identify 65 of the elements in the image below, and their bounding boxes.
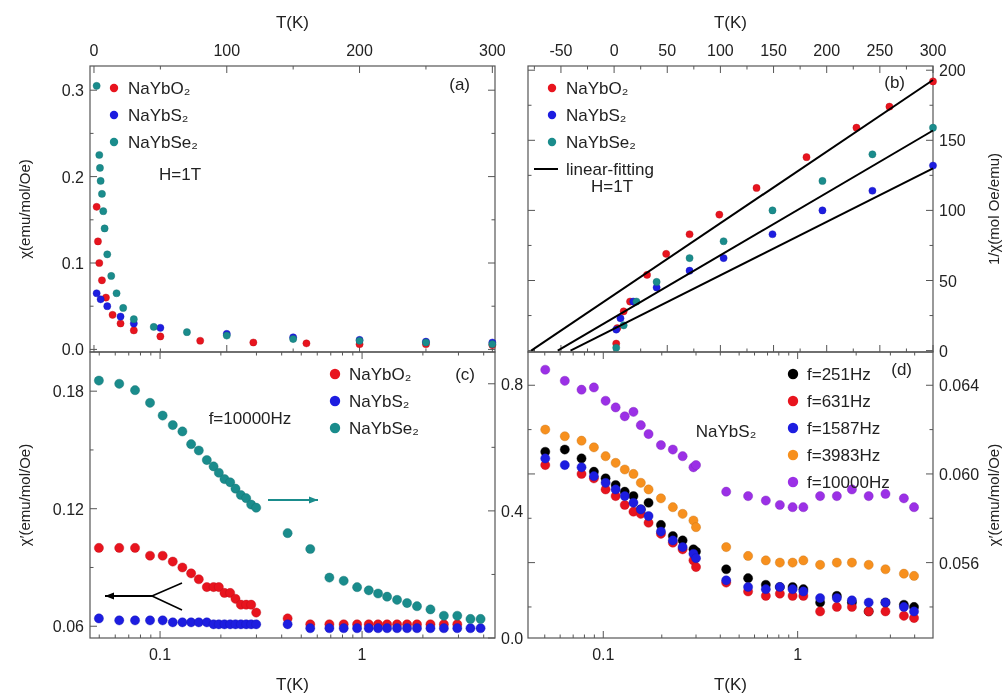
x-tick-label: 50 bbox=[658, 42, 677, 59]
x-tick-label: 0 bbox=[89, 42, 99, 59]
legend-label: NaYbO₂ bbox=[128, 79, 191, 98]
x-axis-title: T(K) bbox=[275, 13, 310, 32]
legend-label: NaYbS₂ bbox=[128, 106, 189, 125]
y-tick-label: 0.060 bbox=[939, 465, 980, 483]
legend-label: f=1587Hz bbox=[807, 419, 881, 438]
x-tick-label: 200 bbox=[813, 42, 841, 59]
x-axis-title: T(K) bbox=[275, 675, 310, 694]
legend-label: NaYbS₂ bbox=[566, 106, 627, 125]
x-tick-label: 0.1 bbox=[592, 646, 615, 663]
legend-label: NaYbO₂ bbox=[566, 79, 629, 98]
legend-label: NaYbSe₂ bbox=[566, 133, 636, 152]
x-axis-title: T(K) bbox=[713, 675, 748, 694]
y2-tick-label: 0.8 bbox=[501, 375, 524, 393]
y-tick-label: 50 bbox=[939, 272, 957, 290]
annotation: (d) bbox=[891, 360, 912, 379]
annotation: NaYbS₂ bbox=[695, 422, 757, 441]
x-tick-label: 300 bbox=[478, 42, 506, 59]
legend-label: linear-fitting bbox=[566, 160, 654, 179]
x-tick-label: 250 bbox=[866, 42, 894, 59]
x-tick-label: 0.1 bbox=[148, 646, 172, 663]
y-tick-label: 0.18 bbox=[52, 383, 85, 401]
x-tick-label: 0 bbox=[609, 42, 619, 59]
y-tick-label: 0.3 bbox=[61, 82, 85, 100]
annotation: (b) bbox=[884, 73, 905, 92]
x-tick-label: 200 bbox=[346, 42, 373, 59]
y-tick-label: 150 bbox=[939, 132, 966, 150]
legend-label: f=631Hz bbox=[807, 392, 871, 411]
y-tick-label: 100 bbox=[939, 202, 966, 220]
y-tick-label: 0 bbox=[939, 342, 948, 360]
annotation: H=1T bbox=[158, 165, 202, 184]
legend-label: NaYbO₂ bbox=[349, 365, 412, 384]
y-tick-label: 0.06 bbox=[52, 618, 85, 636]
y-tick-label: 0.1 bbox=[61, 255, 85, 272]
y-tick-label: 0.064 bbox=[939, 377, 980, 395]
x-tick-label: -50 bbox=[549, 42, 573, 59]
legend-label: f=10000Hz bbox=[807, 473, 890, 492]
x-tick-label: 1 bbox=[357, 646, 367, 663]
annotation: f=10000Hz bbox=[208, 409, 292, 428]
y2-tick-label: 0.4 bbox=[501, 502, 524, 520]
y-axis-title: χ′(emu/mol/Oe) bbox=[16, 443, 33, 547]
x-tick-label: 300 bbox=[919, 42, 947, 59]
x-tick-label: 100 bbox=[707, 42, 734, 59]
x-tick-label: 100 bbox=[213, 42, 241, 59]
legend-label: NaYbSe₂ bbox=[349, 419, 419, 438]
annotation: (c) bbox=[455, 365, 475, 384]
legend-label: f=3983Hz bbox=[807, 446, 881, 465]
y-tick-label: 0.0 bbox=[61, 341, 85, 359]
y-axis-title: 1/χ(mol Oe/emu) bbox=[985, 152, 1002, 266]
legend-label: NaYbSe₂ bbox=[128, 133, 198, 152]
legend-label: f=251Hz bbox=[807, 365, 871, 384]
x-tick-label: 1 bbox=[793, 646, 803, 663]
y-tick-label: 200 bbox=[939, 62, 966, 80]
x-tick-label: 150 bbox=[760, 42, 787, 59]
y-axis-title: χ′(emu/mol/Oe) bbox=[985, 443, 1002, 547]
y-tick-label: 0.12 bbox=[52, 500, 85, 518]
y2-tick-label: 0.0 bbox=[501, 630, 524, 647]
annotation: (a) bbox=[449, 75, 470, 94]
y-tick-label: 0.2 bbox=[61, 168, 85, 186]
legend-label: NaYbS₂ bbox=[349, 392, 410, 411]
y-tick-label: 0.056 bbox=[939, 554, 980, 572]
annotation: H=1T bbox=[590, 177, 634, 196]
y-axis-title: χ(emu/mol/Oe) bbox=[16, 159, 33, 259]
x-axis-title: T(K) bbox=[713, 13, 748, 32]
